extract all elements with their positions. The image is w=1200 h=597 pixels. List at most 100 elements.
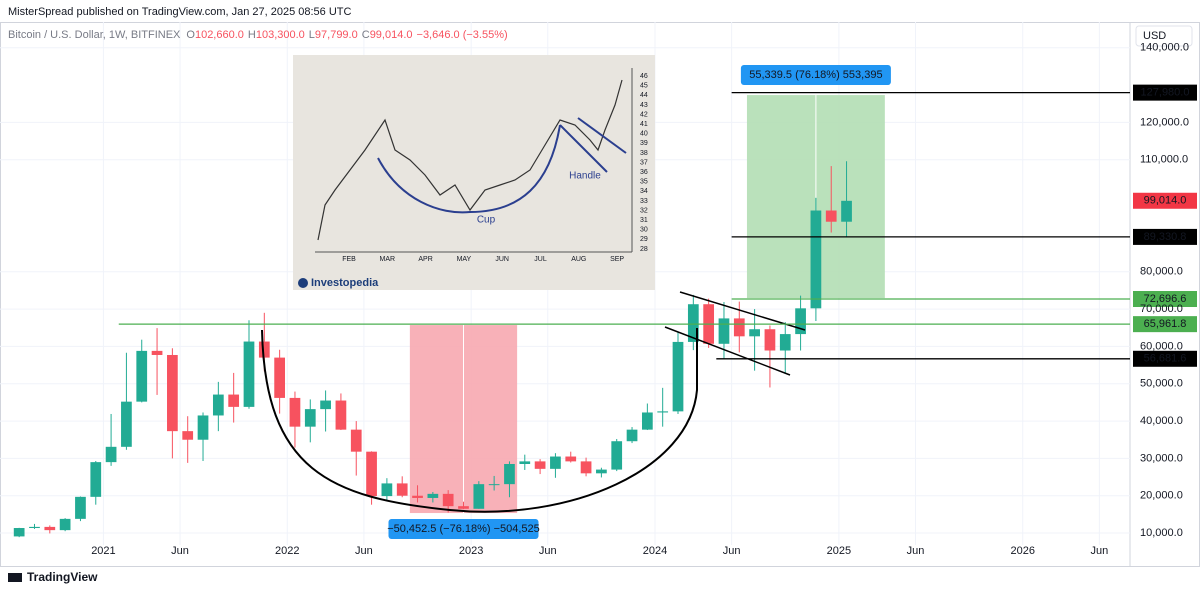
x-tick-label: 2025 — [827, 545, 851, 557]
inset-y-label: 34 — [640, 188, 648, 195]
y-tick-label: 120,000.0 — [1140, 116, 1189, 128]
candle-body — [473, 484, 485, 509]
inset-y-label: 28 — [640, 246, 648, 253]
candle-body — [151, 350, 163, 355]
candle-body — [335, 400, 347, 430]
candle-body — [442, 493, 454, 507]
measure-label-bg — [740, 65, 891, 86]
inset-y-label: 46 — [640, 73, 648, 80]
inset-y-label: 31 — [640, 217, 648, 224]
inset-y-label: 42 — [640, 111, 648, 118]
price-label-bg — [1133, 316, 1197, 333]
legend-part: 103,300.0 — [256, 29, 305, 41]
candle-body — [427, 493, 439, 498]
inset-logo — [298, 278, 308, 288]
candle-body — [611, 441, 623, 470]
candle-body — [381, 483, 393, 497]
symbol-legend: Bitcoin / U.S. Dollar, 1W, BITFINEX O102,… — [8, 29, 508, 41]
y-tick-label: 40,000.0 — [1140, 415, 1183, 427]
candle-body — [779, 334, 791, 351]
inset-y-label: 41 — [640, 121, 648, 128]
candle-body — [212, 394, 224, 416]
candle-body — [320, 400, 331, 410]
price-label-bg — [1133, 192, 1197, 209]
candle-body — [764, 329, 776, 351]
inset-y-label: 35 — [640, 179, 648, 186]
inset-y-label: 29 — [640, 236, 648, 243]
inset-month: MAR — [380, 256, 396, 263]
legend-part: C — [362, 29, 370, 41]
candle-body — [519, 461, 531, 464]
candle-body — [182, 431, 194, 440]
inset-handle — [559, 124, 608, 173]
candle-body — [626, 429, 638, 442]
candle-body — [167, 354, 178, 432]
y-tick-label: 50,000.0 — [1140, 378, 1183, 390]
inset-cup-label: Cup — [477, 215, 496, 226]
measure-label: 55,339.5 (76.18%) 553,395 — [749, 69, 882, 81]
y-tick-label: 60,000.0 — [1140, 340, 1183, 352]
inset-cup — [377, 124, 561, 214]
inset-y-label: 37 — [640, 159, 648, 166]
candle-body — [90, 462, 102, 497]
price-label: 127,980.0 — [1141, 87, 1190, 99]
inset-month: APR — [418, 256, 432, 263]
candle-body — [258, 341, 270, 358]
footer-logo — [8, 573, 22, 582]
currency-button[interactable] — [1135, 25, 1193, 47]
inset-month: JUL — [534, 256, 547, 263]
currency[interactable]: USD — [1143, 30, 1166, 42]
candle-body — [59, 518, 71, 531]
candle-body — [841, 200, 852, 222]
candle-body — [657, 411, 669, 413]
price-label-bg — [1133, 228, 1197, 245]
footer-brand: TradingView — [27, 570, 98, 584]
legend-part: 97,799.0 — [315, 29, 358, 41]
candle-body — [44, 526, 56, 531]
candle-body — [641, 412, 653, 430]
candle-body — [749, 329, 760, 337]
measure-label: −50,452.5 (−76.18%) −504,525 — [387, 523, 540, 535]
candle-body — [534, 461, 546, 469]
x-tick-label: 2023 — [459, 545, 483, 557]
x-tick-label: Jun — [355, 545, 373, 557]
y-tick-label: 20,000.0 — [1140, 490, 1183, 502]
candle-body — [289, 397, 301, 427]
cup-drawing — [261, 328, 698, 513]
legend-part: O — [186, 29, 195, 41]
candle-body — [718, 318, 730, 344]
candle-body — [825, 210, 837, 222]
candle-body — [121, 401, 132, 447]
inset-y-label: 30 — [640, 227, 648, 234]
candle-body — [412, 495, 423, 498]
legend-part: L — [309, 29, 315, 41]
candle-body — [75, 496, 86, 519]
y-tick-label: 110,000.0 — [1140, 154, 1188, 166]
publisher: MisterSpread published on TradingView.co… — [8, 6, 352, 18]
inset-y-label: 38 — [640, 150, 648, 157]
measure-label-bg — [388, 519, 539, 540]
inset-month: FEB — [342, 256, 356, 263]
candle-body — [350, 429, 362, 452]
candle-body — [304, 409, 316, 427]
legend-part: −3,646.0 (−3.55%) — [417, 29, 508, 41]
inset-price — [317, 79, 623, 241]
candle-body — [228, 394, 240, 407]
x-tick-label: 2021 — [91, 545, 115, 557]
y-tick-label: 80,000.0 — [1140, 266, 1183, 278]
inset-month: MAY — [457, 256, 472, 263]
price-label: 65,961.8 — [1144, 318, 1187, 330]
candle-body — [550, 456, 561, 469]
inset-brand: Investopedia — [311, 277, 379, 289]
price-label-bg — [1133, 291, 1197, 308]
candle-body — [243, 341, 255, 407]
price-label: 56,681.6 — [1144, 353, 1187, 365]
candle-body — [136, 350, 148, 402]
trend-line — [664, 326, 791, 376]
price-label: 99,014.0 — [1144, 195, 1187, 207]
inset-y-label: 36 — [640, 169, 648, 176]
candle-body — [197, 415, 209, 440]
legend-part: H — [248, 29, 256, 41]
legend-part: Bitcoin / U.S. Dollar, 1W, BITFINEX — [8, 29, 181, 41]
